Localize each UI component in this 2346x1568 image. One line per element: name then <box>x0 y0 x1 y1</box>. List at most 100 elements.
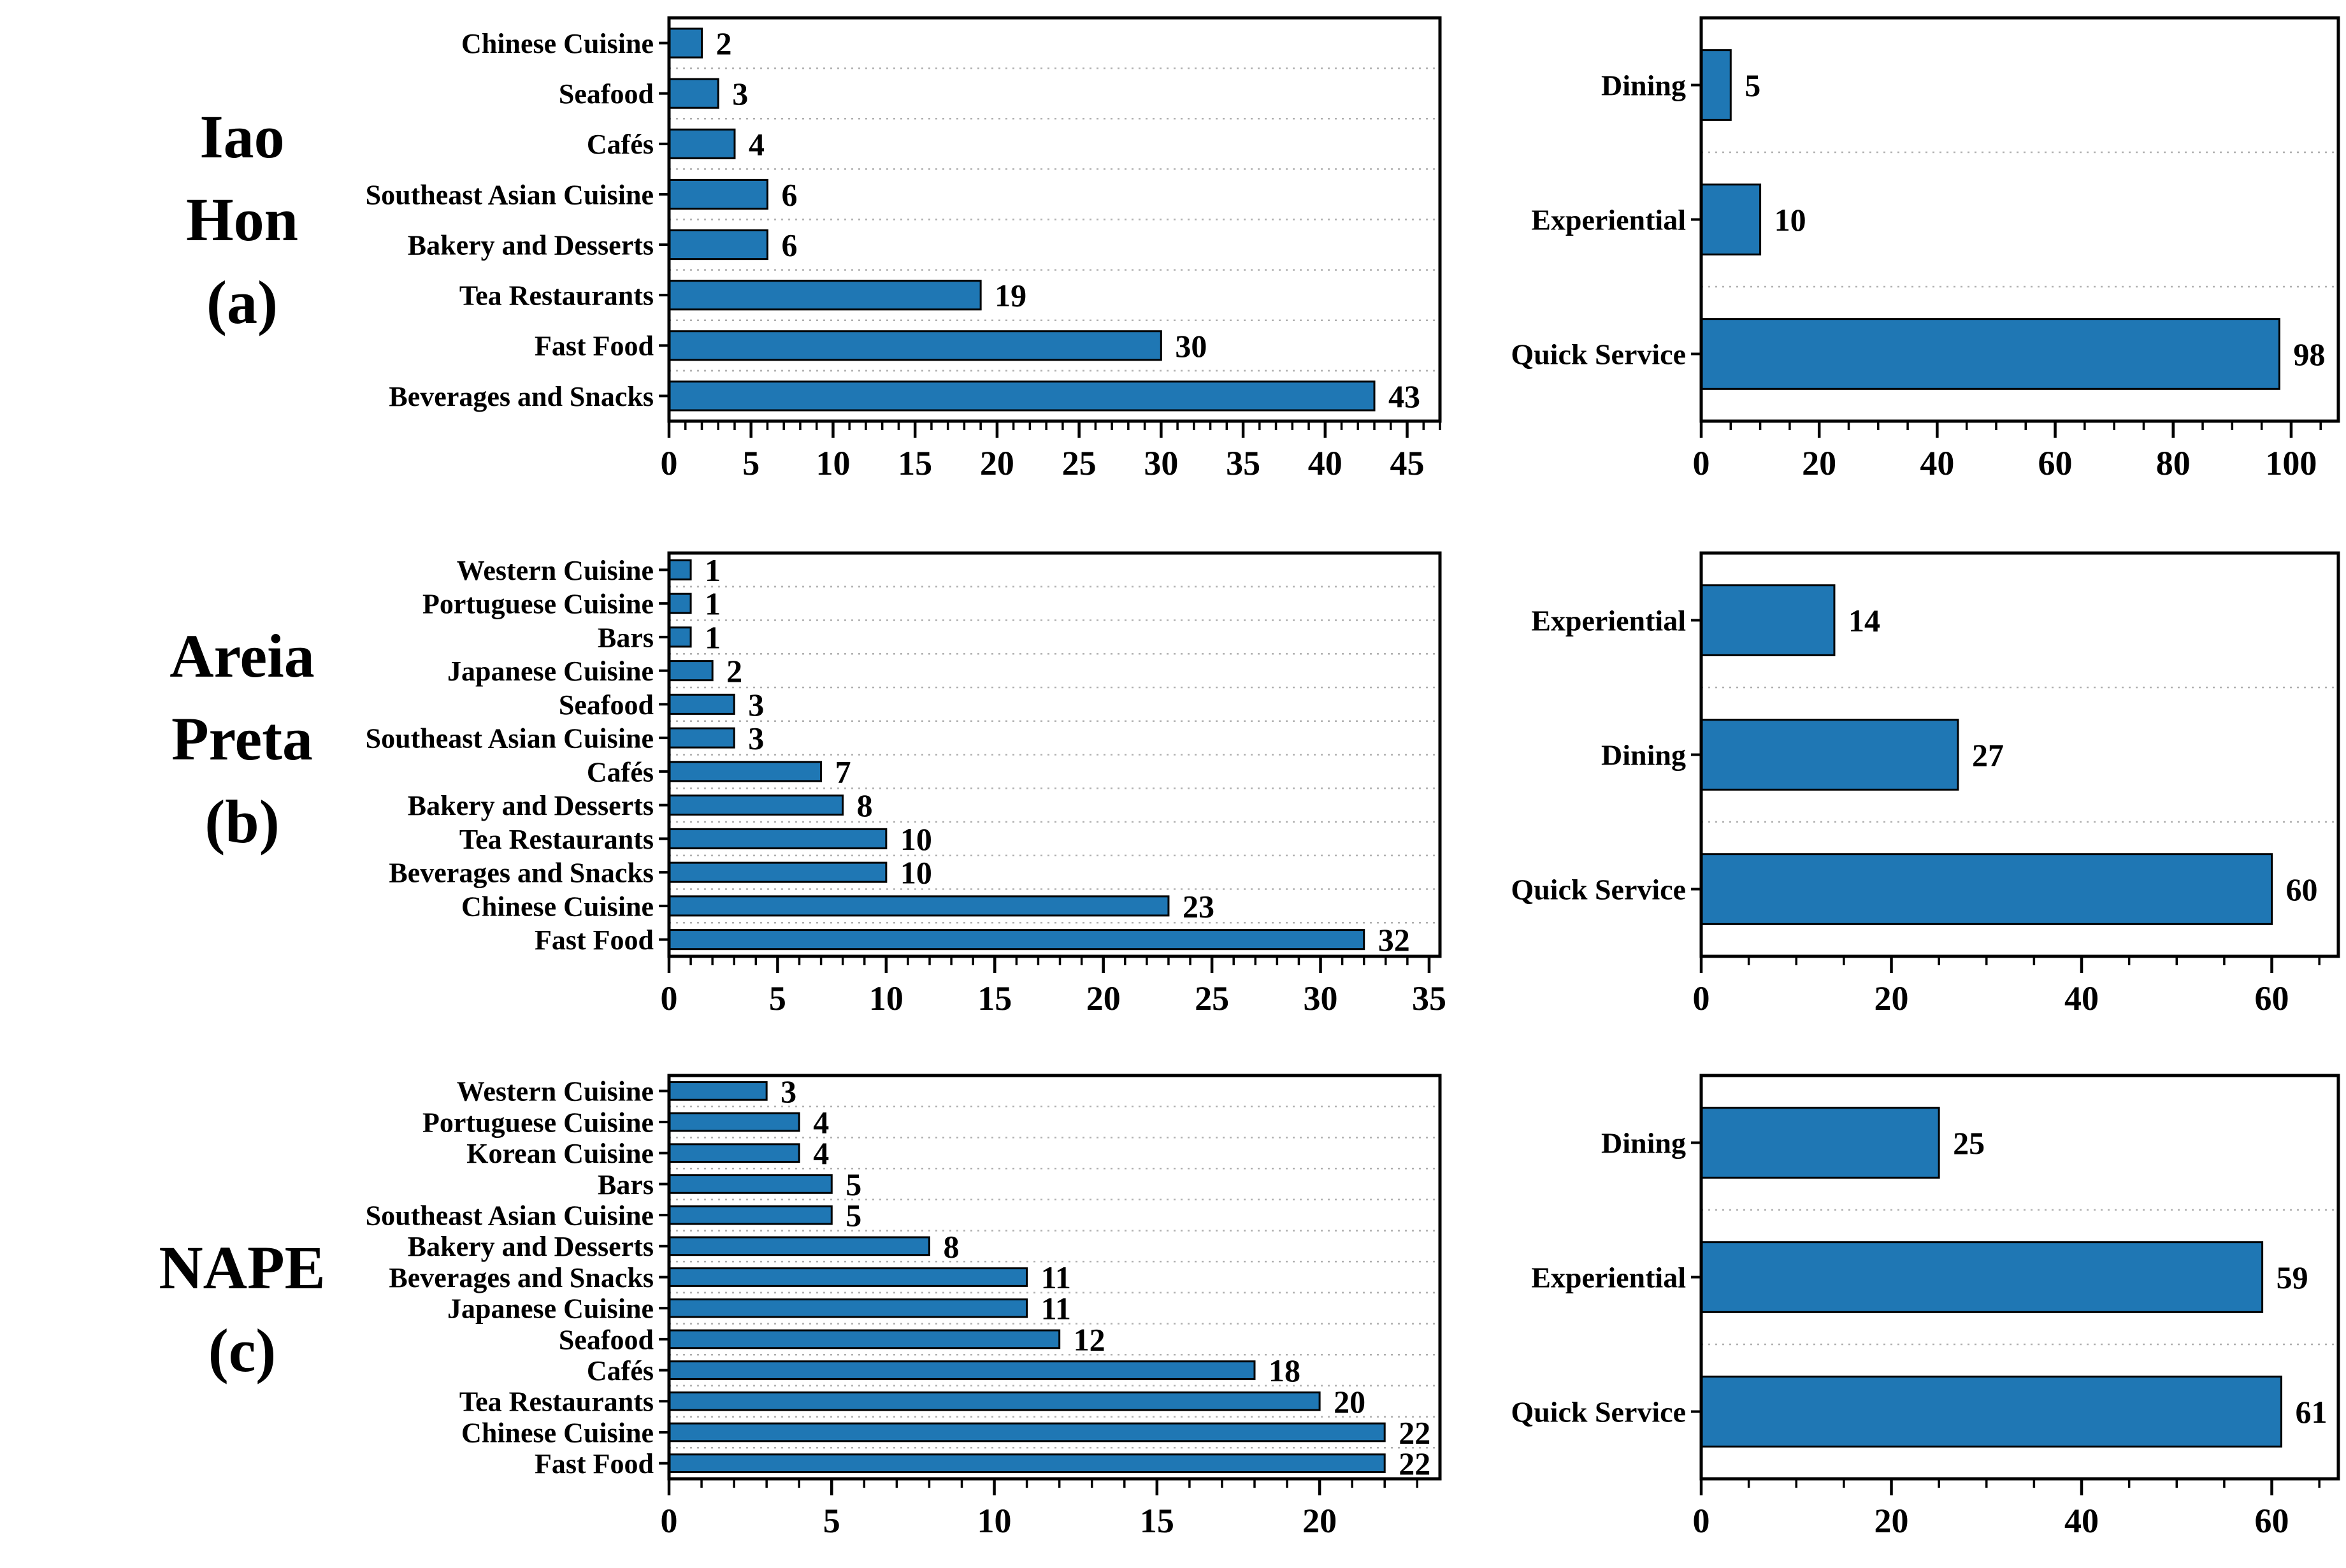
category-label: Tea Restaurants <box>459 1386 654 1418</box>
value-label: 2 <box>726 653 742 689</box>
bar-11 <box>668 929 1365 951</box>
bar-5 <box>668 727 735 749</box>
bar-6 <box>668 330 1162 361</box>
x-tick-label: 0 <box>1693 444 1710 482</box>
bar-11 <box>668 1422 1386 1442</box>
row-label-areia-preta: Areia Preta (b) <box>64 615 421 863</box>
bar-1 <box>668 78 719 109</box>
row-label-line: Areia <box>169 622 315 690</box>
bar-3 <box>668 1174 833 1194</box>
category-label: Dining <box>1601 1127 1686 1160</box>
chart-iao-hon-by-service: 5 Dining 10 Experiential 98 Quick Service 0 20 4… <box>1465 10 2346 510</box>
value-label: 5 <box>1745 68 1760 103</box>
category-label: Portuguese Cuisine <box>422 1107 654 1138</box>
bar-4 <box>668 693 735 715</box>
bar-0 <box>1700 584 1836 656</box>
x-tick-label: 40 <box>2064 1502 2099 1540</box>
row-label-line: (c) <box>208 1316 277 1385</box>
x-tick-label: 60 <box>2038 444 2073 482</box>
value-label: 60 <box>2286 872 2318 907</box>
value-label: 30 <box>1175 328 1207 364</box>
bar-2 <box>1700 853 2273 925</box>
value-label: 10 <box>1774 202 1806 238</box>
category-label: Southeast Asian Cuisine <box>366 1200 654 1232</box>
value-label: 25 <box>1953 1125 1985 1161</box>
category-label: Chinese Cuisine <box>461 891 654 922</box>
bar-chart-svg: 1 Western Cuisine 1 Portuguese Cuisine 1 Bars… <box>366 551 1446 1018</box>
x-tick-label: 25 <box>1062 444 1097 482</box>
bar-1 <box>668 1112 800 1132</box>
x-tick-label: 0 <box>1693 979 1710 1018</box>
bar-9 <box>668 861 888 883</box>
category-label: Fast Food <box>535 331 654 362</box>
x-tick-label: 80 <box>2156 444 2191 482</box>
bar-chart-svg: 25 Dining 59 Experiential 61 Quick Service 0 20… <box>1511 1074 2340 1540</box>
x-tick-label: 20 <box>980 444 1014 482</box>
bar-6 <box>668 761 823 782</box>
category-label: Dining <box>1601 69 1686 102</box>
plot-border <box>1699 1074 2340 1481</box>
value-label: 11 <box>1041 1291 1071 1327</box>
category-label: Cafés <box>587 1355 654 1386</box>
bar-0 <box>1700 1107 1940 1179</box>
category-label: Beverages and Snacks <box>389 858 654 889</box>
x-tick-label: 100 <box>2265 444 2317 482</box>
bar-2 <box>668 626 692 648</box>
bar-2 <box>668 1143 800 1163</box>
x-tick-label: 10 <box>869 979 903 1018</box>
bar-chart-svg: 5 Dining 10 Experiential 98 Quick Service 0 20 4… <box>1511 16 2340 482</box>
x-tick-label: 40 <box>1308 444 1342 482</box>
category-label: Japanese Cuisine <box>447 656 654 687</box>
value-label: 8 <box>857 788 873 823</box>
x-tick-label: 60 <box>2255 1502 2289 1540</box>
bar-0 <box>668 559 692 580</box>
category-label: Quick Service <box>1511 1396 1686 1428</box>
bar-0 <box>668 1081 768 1101</box>
bar-12 <box>668 1453 1386 1474</box>
value-label: 1 <box>705 619 721 655</box>
category-label: Chinese Cuisine <box>461 1417 654 1448</box>
category-label: Bakery and Desserts <box>408 229 654 261</box>
value-label: 12 <box>1074 1321 1105 1357</box>
value-label: 5 <box>846 1167 861 1202</box>
category-label: Beverages and Snacks <box>389 1262 654 1293</box>
value-label: 1 <box>705 552 721 588</box>
row-label-iao-hon: Iao Hon (a) <box>64 96 421 344</box>
x-tick-label: 15 <box>1140 1502 1174 1540</box>
value-label: 43 <box>1388 378 1420 414</box>
x-tick-label: 15 <box>977 979 1012 1018</box>
bar-1 <box>668 593 692 614</box>
bar-1 <box>1700 719 1959 791</box>
x-tick-label: 5 <box>769 979 786 1018</box>
bar-8 <box>668 828 888 849</box>
chart-nape-by-service: 25 Dining 59 Experiential 61 Quick Service 0 20… <box>1465 1068 2346 1568</box>
category-label: Tea Restaurants <box>459 280 654 312</box>
value-label: 7 <box>835 754 851 789</box>
category-label: Quick Service <box>1511 338 1686 371</box>
value-label: 61 <box>2295 1394 2327 1430</box>
chart-areia-preta-by-service: 14 Experiential 27 Dining 60 Quick Service 0 20… <box>1465 545 2346 1046</box>
x-tick-label: 30 <box>1304 979 1338 1018</box>
category-label: Bars <box>598 1169 654 1200</box>
bar-10 <box>668 895 1170 917</box>
bar-7 <box>668 1298 1028 1318</box>
plot-border <box>1699 16 2340 423</box>
category-label: Bakery and Desserts <box>408 1231 654 1262</box>
category-label: Dining <box>1601 739 1686 772</box>
bar-3 <box>668 660 714 682</box>
value-label: 27 <box>1972 737 2004 773</box>
bar-7 <box>668 795 844 816</box>
bar-9 <box>668 1360 1256 1380</box>
value-label: 32 <box>1378 922 1410 958</box>
x-tick-label: 45 <box>1390 444 1425 482</box>
value-label: 20 <box>1334 1384 1365 1420</box>
bar-10 <box>668 1391 1321 1411</box>
bar-0 <box>1700 49 1732 121</box>
x-tick-label: 5 <box>823 1502 840 1540</box>
x-tick-label: 40 <box>1920 444 1954 482</box>
row-label-line: NAPE <box>159 1234 326 1302</box>
bar-4 <box>668 229 768 261</box>
figure-page: Iao Hon (a) Areia Preta (b) NAPE (c) 2 Ch… <box>64 10 2346 1540</box>
bar-chart-svg: 3 Western Cuisine 4 Portuguese Cuisine 4 Kore… <box>366 1074 1442 1540</box>
category-label: Cafés <box>587 129 654 160</box>
